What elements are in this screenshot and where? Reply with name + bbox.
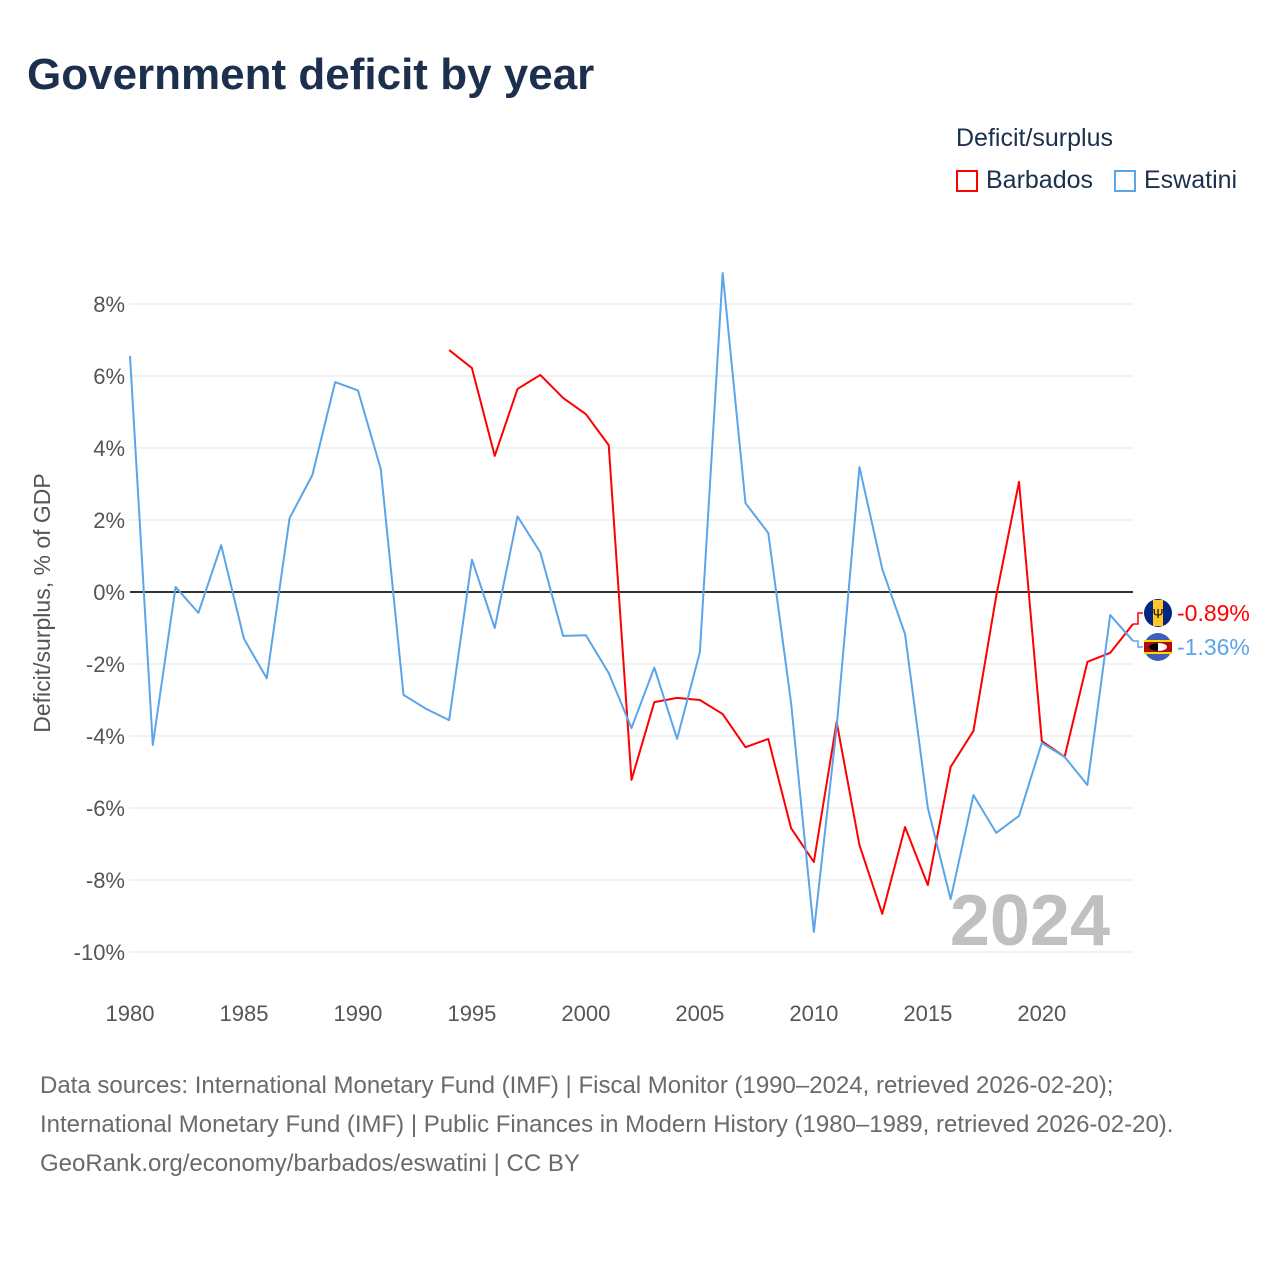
x-tick-label: 1990 — [333, 1001, 382, 1026]
y-tick-label: -8% — [86, 868, 125, 893]
legend-swatch-barbados — [956, 169, 978, 192]
y-tick-label: -10% — [74, 940, 125, 965]
x-tick-label: 1985 — [220, 1001, 269, 1026]
y-tick-label: 6% — [93, 364, 125, 389]
flag-part — [1149, 643, 1158, 651]
legend-item-barbados[interactable]: Barbados — [956, 166, 1093, 195]
y-axis-label: Deficit/surplus, % of GDP — [29, 473, 55, 732]
x-tick-label: 2010 — [789, 1001, 838, 1026]
legend-item-eswatini[interactable]: Eswatini — [1114, 166, 1237, 195]
y-tick-label: 8% — [93, 292, 125, 317]
y-tick-label: 4% — [93, 436, 125, 461]
year-watermark: 2024 — [950, 881, 1110, 961]
x-tick-label: 2005 — [675, 1001, 724, 1026]
x-tick-label: 2000 — [561, 1001, 610, 1026]
end-value-label: -0.89% — [1177, 600, 1250, 626]
x-tick-label: 2020 — [1017, 1001, 1066, 1026]
series-line-barbados — [448, 349, 1134, 915]
legend-label: Barbados — [986, 166, 1094, 194]
y-tick-label: 0% — [93, 580, 125, 605]
y-tick-label: -4% — [86, 724, 125, 749]
flag-icon-barbados: Ψ — [1144, 599, 1172, 627]
flag-part — [1153, 600, 1163, 626]
legend-title: Deficit/surplus — [956, 124, 1113, 152]
line-chart: -10% -8% -6% -4% -2% 0% 2% 4% 6% 8% 1980 1985 1990 1… — [29, 272, 1250, 1026]
chart-title: Government deficit by year — [27, 50, 595, 99]
data-sources: Data sources: International Monetary Fun… — [40, 1072, 1174, 1138]
footer: Data sources: International Monetary Fun… — [40, 1066, 1240, 1183]
x-tick-label: 2015 — [903, 1001, 952, 1026]
end-label-connector — [1133, 640, 1143, 648]
legend-swatch-eswatini — [1114, 169, 1136, 192]
series-line-eswatini — [129, 272, 1134, 933]
x-tick-label: 1995 — [447, 1001, 496, 1026]
x-tick-label: 1980 — [106, 1001, 155, 1026]
y-tick-label: 2% — [93, 508, 125, 533]
trident-icon: Ψ — [1153, 606, 1164, 621]
y-tick-label: -6% — [86, 796, 125, 821]
credit-link[interactable]: GeoRank.org/economy/barbados/eswatini | … — [40, 1150, 580, 1177]
legend-label: Eswatini — [1144, 166, 1238, 194]
end-value-label: -1.36% — [1177, 634, 1250, 660]
y-tick-label: -2% — [86, 652, 125, 677]
end-label-connector — [1133, 612, 1143, 625]
flag-icon-eswatini — [1144, 633, 1172, 661]
